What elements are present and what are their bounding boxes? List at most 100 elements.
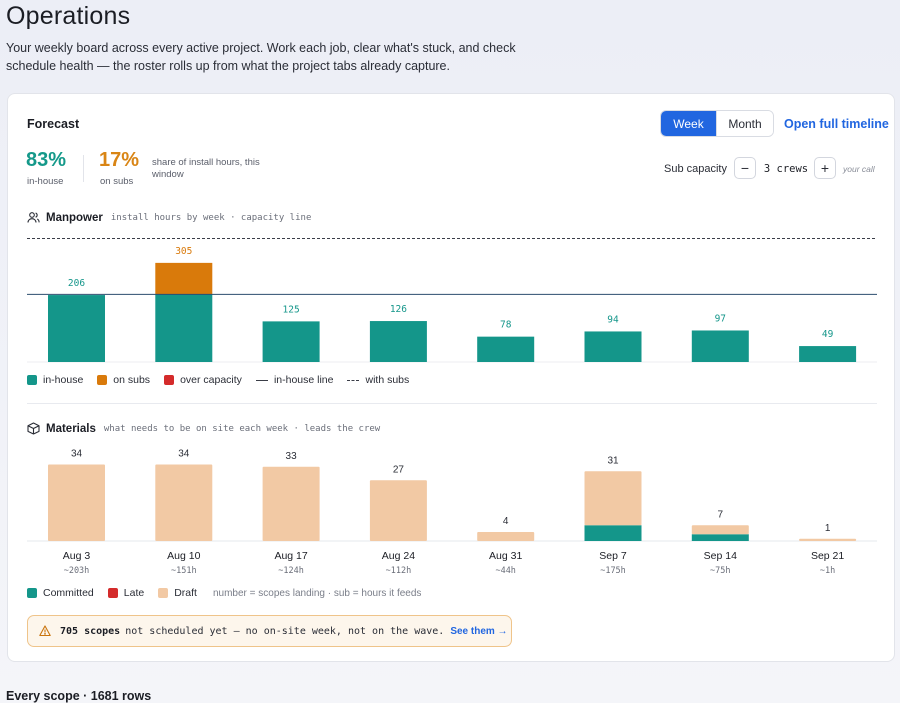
materials-legend-note: number = scopes landing · sub = hours it… — [212, 587, 422, 599]
week-hours-sublabel: ~112h — [386, 566, 412, 576]
unscheduled-text: not scheduled yet — no on-site week, not… — [125, 625, 445, 637]
materials-bar-draft — [477, 532, 535, 541]
manpower-data-label: 49 — [822, 329, 834, 340]
materials-bar-draft — [48, 464, 105, 541]
materials-bar-draft — [584, 471, 642, 526]
legend-inhouse-label: in-house — [43, 374, 84, 386]
manpower-bar-inhouse — [369, 321, 427, 362]
manpower-bar-subs — [155, 262, 213, 295]
unscheduled-count: 705 scopes — [60, 625, 121, 637]
materials-title: Materials — [46, 422, 96, 435]
manpower-header: Manpower install hours by week · capacit… — [27, 211, 311, 224]
legend-with-subs-label: with subs — [365, 374, 410, 386]
inhouse-percent: 83% — [26, 149, 67, 171]
manpower-data-label: 97 — [715, 313, 726, 324]
materials-bar-draft — [369, 480, 427, 541]
materials-header: Materials what needs to be on site each … — [27, 422, 380, 435]
sub-capacity-hint: your call — [843, 164, 875, 174]
legend-draft: Draft — [158, 587, 197, 599]
warning-icon — [39, 625, 51, 637]
kpi-note: share of install hours, this window — [152, 157, 260, 180]
swatch-subs — [97, 375, 108, 385]
manpower-data-label: 305 — [175, 246, 192, 257]
kpi-divider — [83, 155, 84, 182]
week-tick-label: Aug 3 — [63, 550, 91, 562]
materials-caption: what needs to be on site each week · lea… — [103, 423, 381, 434]
month-toggle-button[interactable]: Month — [716, 111, 773, 136]
materials-bar-committed — [691, 534, 749, 541]
manpower-bar-inhouse — [48, 295, 105, 362]
period-toggle: Week Month — [660, 110, 774, 137]
manpower-caption: install hours by week · capacity line — [110, 212, 312, 223]
legend-subs: on subs — [97, 374, 150, 386]
swatch-inhouse — [27, 375, 37, 385]
materials-bar-draft — [799, 538, 857, 541]
swatch-over — [164, 375, 175, 385]
people-icon — [27, 211, 40, 224]
manpower-data-label: 206 — [68, 278, 85, 289]
swatch-draft — [158, 588, 169, 598]
swatch-dash — [347, 379, 360, 381]
week-hours-sublabel: ~44h — [495, 566, 515, 576]
materials-data-label: 34 — [178, 449, 190, 460]
week-tick-label: Sep 21 — [811, 550, 844, 562]
week-tick-label: Sep 14 — [704, 550, 737, 562]
materials-data-label: 34 — [71, 449, 83, 460]
materials-bar-draft — [691, 525, 749, 535]
manpower-bar-inhouse — [262, 321, 320, 362]
manpower-data-label: 126 — [390, 304, 407, 315]
materials-data-label: 1 — [825, 523, 831, 534]
week-hours-sublabel: ~203h — [64, 566, 90, 576]
swatch-late — [107, 588, 118, 598]
manpower-legend: in-house on subs over capacity in-house … — [27, 374, 423, 386]
unscheduled-warning: 705 scopes not scheduled yet — no on-sit… — [27, 615, 512, 647]
page-subtitle: Your weekly board across every active pr… — [6, 41, 516, 73]
subs-percent-label: on subs — [100, 176, 134, 187]
legend-late-label: Late — [123, 587, 145, 599]
sub-capacity-value: 3 crews — [763, 163, 809, 175]
materials-bar-draft — [262, 466, 320, 541]
materials-legend: Committed Late Draft number = scopes lan… — [27, 587, 421, 599]
legend-late: Late — [107, 587, 145, 599]
week-tick-label: Aug 17 — [274, 550, 307, 562]
legend-over: over capacity — [164, 374, 242, 386]
week-hours-sublabel: ~1h — [820, 566, 835, 576]
legend-with-subs: with subs — [347, 374, 409, 386]
section-divider — [27, 403, 877, 404]
sub-capacity-decrement-button[interactable]: − — [734, 157, 756, 179]
week-tick-label: Sep 7 — [599, 550, 627, 562]
swatch-committed — [27, 588, 37, 598]
manpower-bar-inhouse — [691, 330, 749, 362]
materials-data-label: 31 — [607, 455, 619, 466]
see-them-link[interactable]: See them → — [450, 625, 508, 637]
sub-capacity-label: Sub capacity — [664, 163, 727, 175]
manpower-chart: 206 305 125 126 78 94 97 49 — [27, 238, 877, 363]
legend-subs-label: on subs — [113, 374, 151, 386]
swatch-line — [255, 379, 268, 381]
week-tick-label: Aug 31 — [489, 550, 522, 562]
materials-bar-draft — [155, 464, 213, 541]
manpower-data-label: 125 — [283, 304, 300, 315]
subs-percent: 17% — [99, 149, 140, 171]
materials-chart: 34 Aug 3 ~203h 34 Aug 10 ~151h 33 Aug 17 ~124h 27… — [27, 449, 877, 576]
forecast-title: Forecast — [27, 117, 80, 131]
legend-over-label: over capacity — [180, 374, 242, 386]
week-hours-sublabel: ~175h — [600, 566, 626, 576]
manpower-bar-inhouse — [799, 346, 857, 362]
materials-bar-committed — [584, 525, 642, 541]
inhouse-percent-label: in-house — [27, 176, 64, 187]
week-hours-sublabel: ~151h — [171, 566, 197, 576]
materials-data-label: 4 — [503, 516, 509, 527]
week-tick-label: Aug 24 — [382, 550, 415, 562]
manpower-data-label: 78 — [500, 320, 512, 331]
every-scope-title: Every scope · 1681 rows — [6, 689, 152, 703]
open-full-timeline-link[interactable]: Open full timeline — [784, 117, 889, 131]
manpower-bar-inhouse — [155, 294, 213, 362]
manpower-bar-inhouse — [477, 336, 535, 362]
manpower-title: Manpower — [46, 211, 103, 224]
legend-inhouse: in-house — [27, 374, 83, 386]
sub-capacity-increment-button[interactable]: + — [814, 157, 836, 179]
page-title: Operations — [6, 2, 131, 30]
week-toggle-button[interactable]: Week — [661, 111, 716, 136]
manpower-data-label: 94 — [607, 314, 619, 325]
